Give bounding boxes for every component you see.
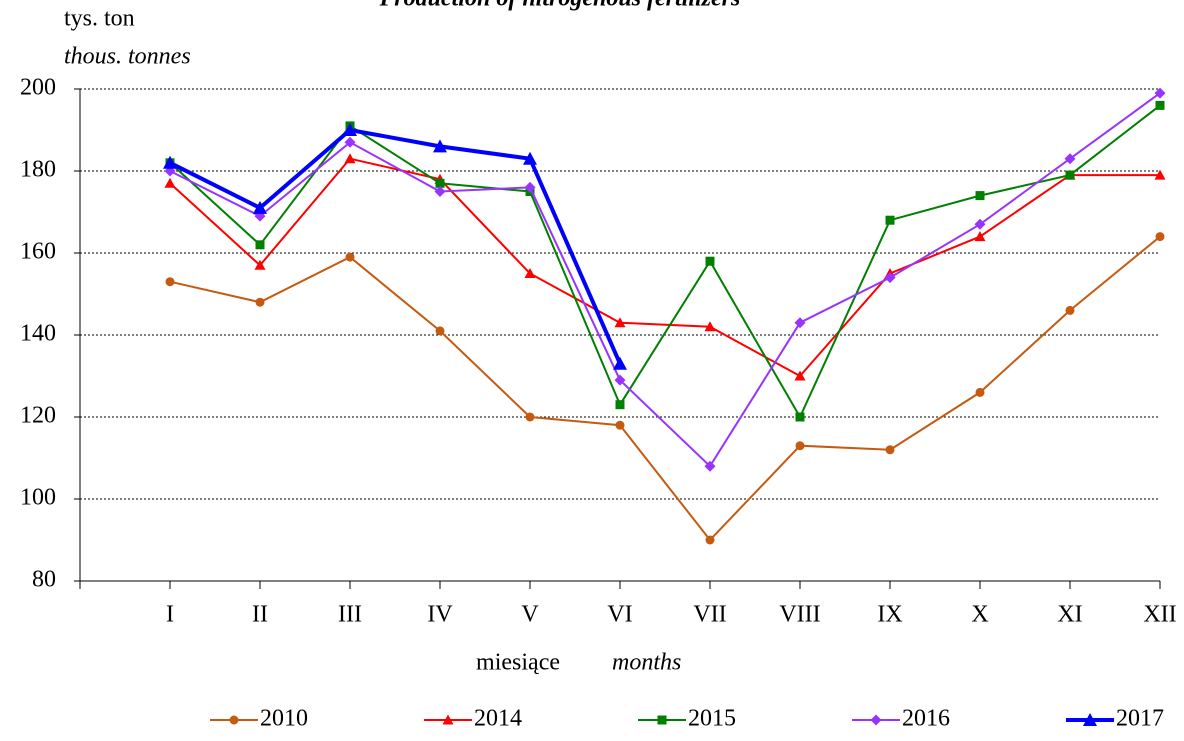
data-point bbox=[344, 153, 356, 164]
series-line bbox=[169, 104, 1161, 420]
data-point bbox=[433, 139, 447, 153]
x-tick-label: X bbox=[971, 602, 988, 628]
legend-label: 2017 bbox=[1116, 706, 1164, 732]
data-point bbox=[254, 259, 266, 270]
data-point bbox=[344, 136, 356, 148]
data-point bbox=[614, 374, 626, 386]
data-point bbox=[165, 277, 175, 287]
data-point bbox=[255, 240, 265, 250]
x-axis-label-en: months bbox=[612, 650, 681, 676]
data-point bbox=[1155, 232, 1165, 242]
legend-marker bbox=[1083, 713, 1097, 726]
x-tick-label: VI bbox=[607, 602, 632, 628]
chart-title: Production of nitrogenous fertilizers bbox=[379, 0, 741, 12]
legend-marker bbox=[657, 715, 667, 725]
x-tick-label: XII bbox=[1143, 602, 1176, 628]
data-point bbox=[163, 155, 177, 169]
data-point bbox=[794, 370, 806, 381]
legend-label: 2014 bbox=[474, 706, 522, 732]
data-point bbox=[705, 535, 715, 545]
y-tick-label: 140 bbox=[20, 321, 56, 347]
data-point bbox=[704, 460, 716, 472]
data-point bbox=[524, 181, 536, 193]
data-point bbox=[975, 387, 985, 397]
data-point bbox=[615, 400, 625, 410]
data-point bbox=[343, 123, 357, 136]
data-point bbox=[974, 231, 986, 242]
data-point bbox=[255, 297, 265, 307]
legend-label: 2016 bbox=[902, 706, 950, 732]
data-point bbox=[974, 218, 986, 230]
y-tick-label: 160 bbox=[20, 239, 56, 265]
x-tick-label: VIII bbox=[779, 602, 820, 628]
data-point bbox=[345, 252, 355, 262]
legend-marker bbox=[442, 714, 454, 725]
legend-marker bbox=[229, 715, 239, 725]
legend-marker bbox=[870, 714, 882, 726]
x-tick-label: IV bbox=[427, 602, 453, 628]
data-point bbox=[613, 356, 627, 370]
y-tick-label: 200 bbox=[20, 75, 56, 101]
data-point bbox=[794, 317, 806, 329]
y-axis-label: tys. ton bbox=[64, 6, 135, 32]
data-point bbox=[434, 186, 446, 197]
data-point bbox=[524, 268, 536, 278]
data-point bbox=[1065, 170, 1075, 180]
data-point bbox=[884, 272, 896, 284]
y-tick-label: 180 bbox=[20, 157, 56, 183]
data-point bbox=[164, 177, 176, 188]
data-point bbox=[1065, 305, 1075, 315]
data-point bbox=[614, 317, 626, 328]
series-line bbox=[169, 157, 1160, 378]
x-tick-label: I bbox=[166, 602, 174, 628]
data-point bbox=[435, 326, 445, 336]
x-tick-label: IX bbox=[877, 602, 902, 628]
series-line bbox=[169, 92, 1161, 468]
y-tick-label: 100 bbox=[20, 485, 56, 511]
data-point bbox=[435, 178, 445, 188]
data-point bbox=[704, 321, 716, 332]
data-point bbox=[1154, 169, 1166, 180]
data-point bbox=[885, 215, 895, 225]
data-point bbox=[523, 151, 537, 165]
x-tick-label: II bbox=[252, 602, 268, 628]
data-point bbox=[705, 256, 715, 266]
y-axis-label-en: thous. tonnes bbox=[64, 44, 191, 70]
x-tick-label: V bbox=[521, 602, 539, 628]
data-point bbox=[795, 412, 805, 422]
x-tick-label: XI bbox=[1057, 602, 1082, 628]
y-tick-label: 120 bbox=[20, 403, 56, 429]
data-point bbox=[525, 412, 535, 422]
x-tick-label: VII bbox=[693, 602, 726, 628]
series-line bbox=[169, 235, 1161, 542]
data-point bbox=[1064, 153, 1076, 165]
series-line bbox=[169, 127, 622, 365]
data-point bbox=[615, 420, 625, 430]
data-point bbox=[885, 445, 895, 455]
y-tick-label: 80 bbox=[32, 567, 56, 593]
data-point bbox=[1154, 87, 1166, 99]
data-point bbox=[975, 191, 985, 201]
legend-label: 2015 bbox=[688, 706, 736, 732]
data-point bbox=[1155, 100, 1165, 110]
data-point bbox=[253, 200, 267, 214]
x-tick-label: III bbox=[338, 602, 362, 628]
x-axis-label: miesiące bbox=[476, 650, 560, 676]
data-point bbox=[795, 441, 805, 451]
legend-label: 2010 bbox=[260, 706, 308, 732]
